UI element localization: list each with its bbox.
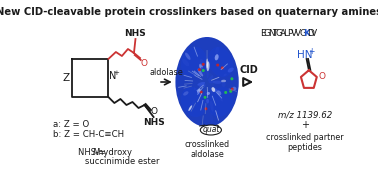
Text: CID: CID bbox=[239, 65, 258, 75]
Ellipse shape bbox=[210, 112, 213, 123]
Text: N: N bbox=[268, 30, 274, 39]
Ellipse shape bbox=[183, 91, 189, 96]
Ellipse shape bbox=[201, 67, 205, 75]
Ellipse shape bbox=[221, 66, 224, 69]
Text: Z: Z bbox=[63, 73, 70, 83]
Ellipse shape bbox=[198, 69, 203, 76]
Text: N: N bbox=[109, 71, 116, 81]
Ellipse shape bbox=[175, 37, 239, 127]
Ellipse shape bbox=[213, 87, 219, 92]
Text: a: Z = O: a: Z = O bbox=[53, 120, 89, 129]
Ellipse shape bbox=[224, 91, 227, 94]
Text: O: O bbox=[318, 72, 325, 81]
Ellipse shape bbox=[199, 84, 204, 87]
Text: crosslinked
aldolase: crosslinked aldolase bbox=[184, 140, 230, 159]
Ellipse shape bbox=[210, 101, 214, 112]
Text: +: + bbox=[301, 120, 309, 130]
Ellipse shape bbox=[204, 107, 208, 110]
Ellipse shape bbox=[206, 62, 209, 71]
Text: succinimide ester: succinimide ester bbox=[85, 157, 160, 166]
Ellipse shape bbox=[194, 87, 196, 90]
Ellipse shape bbox=[215, 47, 219, 54]
Ellipse shape bbox=[188, 105, 192, 111]
Text: aldolase: aldolase bbox=[150, 68, 183, 77]
Text: quat: quat bbox=[202, 125, 220, 134]
Ellipse shape bbox=[206, 59, 208, 68]
Ellipse shape bbox=[213, 81, 222, 84]
Ellipse shape bbox=[212, 87, 215, 92]
Text: G: G bbox=[264, 30, 271, 39]
Ellipse shape bbox=[211, 90, 213, 94]
Text: K: K bbox=[303, 30, 310, 39]
Ellipse shape bbox=[217, 90, 221, 95]
Text: G: G bbox=[276, 30, 282, 39]
Ellipse shape bbox=[185, 52, 191, 60]
Ellipse shape bbox=[231, 77, 233, 80]
Ellipse shape bbox=[197, 92, 200, 95]
Ellipse shape bbox=[200, 59, 204, 66]
Ellipse shape bbox=[198, 68, 201, 71]
Text: HN: HN bbox=[297, 50, 313, 60]
Ellipse shape bbox=[231, 88, 234, 90]
Ellipse shape bbox=[209, 80, 214, 83]
Text: D: D bbox=[307, 30, 314, 39]
Ellipse shape bbox=[208, 87, 233, 117]
Ellipse shape bbox=[206, 69, 209, 74]
Ellipse shape bbox=[206, 70, 209, 78]
Text: G: G bbox=[299, 30, 306, 39]
Text: E: E bbox=[260, 30, 265, 39]
Ellipse shape bbox=[228, 68, 234, 72]
Ellipse shape bbox=[200, 125, 222, 135]
Ellipse shape bbox=[229, 90, 232, 93]
Text: A: A bbox=[279, 30, 286, 39]
Ellipse shape bbox=[182, 59, 189, 66]
Ellipse shape bbox=[200, 91, 203, 94]
Text: New CID-cleavable protein crosslinkers based on quaternary amines: New CID-cleavable protein crosslinkers b… bbox=[0, 7, 378, 17]
Ellipse shape bbox=[232, 87, 236, 90]
Text: b: Z = CH-C≡CH: b: Z = CH-C≡CH bbox=[53, 130, 124, 139]
Ellipse shape bbox=[203, 83, 205, 87]
Text: V: V bbox=[295, 30, 301, 39]
Ellipse shape bbox=[220, 97, 223, 102]
Text: NHS =: NHS = bbox=[78, 148, 108, 157]
Ellipse shape bbox=[181, 47, 206, 77]
Text: T: T bbox=[272, 30, 277, 39]
Text: P: P bbox=[287, 30, 293, 39]
Ellipse shape bbox=[208, 47, 233, 77]
Text: V: V bbox=[311, 30, 317, 39]
Ellipse shape bbox=[202, 63, 205, 66]
Ellipse shape bbox=[197, 82, 205, 86]
Text: V: V bbox=[291, 30, 297, 39]
Text: O: O bbox=[150, 106, 158, 115]
Text: NHS: NHS bbox=[125, 29, 146, 38]
Ellipse shape bbox=[200, 72, 215, 92]
Ellipse shape bbox=[197, 89, 201, 93]
Text: +: + bbox=[308, 47, 314, 56]
Ellipse shape bbox=[223, 73, 227, 76]
Ellipse shape bbox=[206, 99, 209, 104]
Ellipse shape bbox=[215, 54, 218, 60]
Text: O: O bbox=[141, 59, 148, 68]
Text: +: + bbox=[113, 70, 119, 76]
Ellipse shape bbox=[181, 87, 206, 117]
Ellipse shape bbox=[221, 80, 226, 82]
Ellipse shape bbox=[222, 82, 226, 87]
Ellipse shape bbox=[202, 69, 205, 72]
Ellipse shape bbox=[216, 64, 219, 67]
Text: crosslinked partner
peptides: crosslinked partner peptides bbox=[266, 133, 344, 152]
Text: N: N bbox=[93, 148, 99, 157]
Text: NHS: NHS bbox=[143, 118, 164, 127]
Ellipse shape bbox=[205, 90, 208, 98]
Text: L: L bbox=[284, 30, 288, 39]
Ellipse shape bbox=[208, 75, 213, 81]
Ellipse shape bbox=[204, 96, 206, 99]
Ellipse shape bbox=[199, 64, 203, 69]
Text: -hydroxy: -hydroxy bbox=[96, 148, 133, 157]
Ellipse shape bbox=[191, 99, 195, 106]
Ellipse shape bbox=[217, 65, 220, 69]
Ellipse shape bbox=[207, 92, 210, 95]
Text: m/z 1139.62: m/z 1139.62 bbox=[278, 110, 332, 119]
